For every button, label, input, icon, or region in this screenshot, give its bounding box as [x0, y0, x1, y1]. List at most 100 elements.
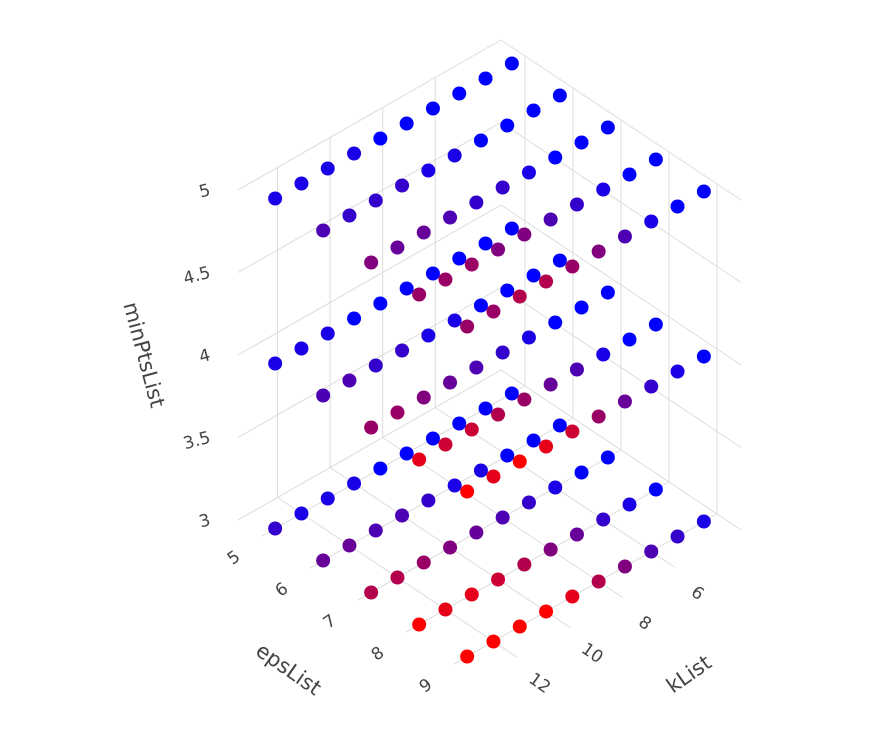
point: [421, 328, 436, 343]
x-axis-title: kList: [662, 650, 716, 698]
point: [421, 163, 436, 178]
point: [504, 56, 519, 71]
point: [696, 349, 711, 364]
z-tick-label: 3: [197, 510, 213, 532]
point: [486, 304, 501, 319]
point: [600, 450, 615, 465]
grid-line: [500, 369, 742, 531]
z-tick-label: 5: [197, 180, 213, 202]
point: [390, 405, 405, 420]
y-axis-title: epsList: [251, 638, 325, 700]
z-tick-label: 4.5: [181, 263, 212, 289]
point: [486, 469, 501, 484]
z-axis-title: minPtsList: [118, 299, 169, 410]
point: [460, 649, 475, 664]
point: [521, 330, 536, 345]
x-tick-label: 10: [577, 639, 606, 668]
grid-line: [500, 39, 742, 201]
point: [412, 287, 427, 302]
point: [390, 570, 405, 585]
grid-line: [237, 204, 502, 356]
point: [373, 296, 388, 311]
point: [648, 317, 663, 332]
point: [504, 221, 519, 236]
point: [416, 225, 431, 240]
point: [500, 448, 515, 463]
point: [425, 101, 440, 116]
point: [574, 465, 589, 480]
point: [552, 418, 567, 433]
point: [543, 542, 558, 557]
point: [395, 178, 410, 193]
point: [548, 150, 563, 165]
point: [644, 379, 659, 394]
y-tick-label: 8: [368, 643, 388, 666]
point: [364, 255, 379, 270]
point: [622, 167, 637, 182]
point: [517, 227, 532, 242]
point: [504, 386, 519, 401]
y-tick-label: 5: [224, 547, 244, 570]
point: [342, 538, 357, 553]
point: [268, 191, 283, 206]
point: [617, 229, 632, 244]
point: [447, 148, 462, 163]
point: [268, 356, 283, 371]
y-tick-label: 9: [416, 675, 436, 698]
point: [443, 210, 458, 225]
point: [670, 199, 685, 214]
point: [425, 431, 440, 446]
point: [447, 478, 462, 493]
point: [591, 244, 606, 259]
point: [412, 617, 427, 632]
point: [395, 343, 410, 358]
point: [543, 212, 558, 227]
point: [443, 375, 458, 390]
z-tick-label: 3.5: [181, 428, 212, 454]
point: [486, 634, 501, 649]
point: [565, 589, 580, 604]
point: [500, 118, 515, 133]
point: [648, 482, 663, 497]
point: [644, 544, 659, 559]
point: [500, 283, 515, 298]
point: [464, 257, 479, 272]
point: [438, 272, 453, 287]
point: [316, 388, 331, 403]
point: [464, 587, 479, 602]
point: [574, 300, 589, 315]
grid-line: [237, 39, 502, 191]
point: [425, 266, 440, 281]
point: [539, 439, 554, 454]
point: [368, 523, 383, 538]
point: [294, 176, 309, 191]
point: [399, 446, 414, 461]
point: [526, 103, 541, 118]
grid-line: [500, 204, 742, 366]
point: [521, 495, 536, 510]
point: [368, 358, 383, 373]
grid-line: [237, 369, 502, 521]
point: [452, 86, 467, 101]
point: [294, 506, 309, 521]
point: [600, 285, 615, 300]
point: [320, 491, 335, 506]
point: [491, 242, 506, 257]
point: [416, 555, 431, 570]
grid-line: [500, 122, 742, 283]
point: [512, 289, 527, 304]
point: [364, 585, 379, 600]
point: [399, 116, 414, 131]
point: [600, 120, 615, 135]
x-tick-label: 8: [634, 612, 654, 635]
point: [517, 557, 532, 572]
point: [473, 298, 488, 313]
point: [268, 521, 283, 536]
point: [565, 424, 580, 439]
point: [596, 347, 611, 362]
point: [447, 313, 462, 328]
point: [521, 165, 536, 180]
point: [373, 461, 388, 476]
point: [421, 493, 436, 508]
